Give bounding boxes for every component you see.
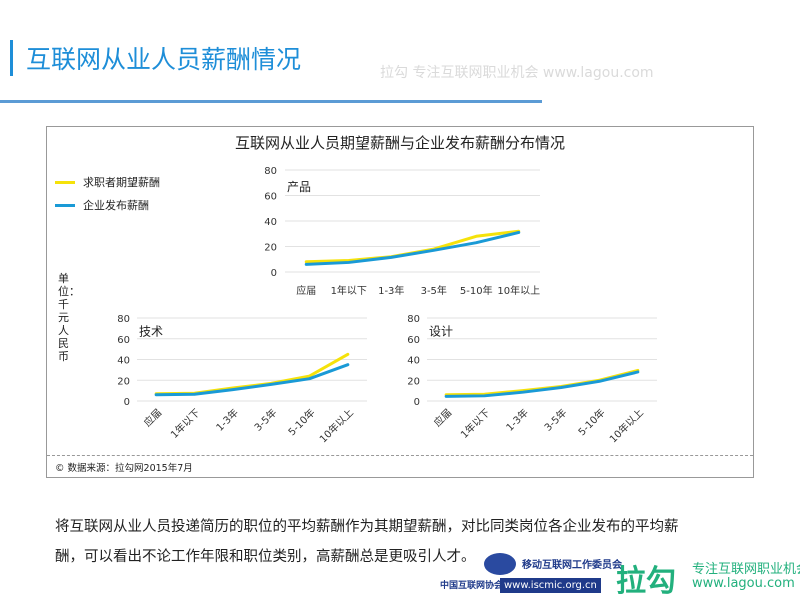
x-tick-label: 5-10年 bbox=[575, 406, 607, 438]
legend-item-expected: 求职者期望薪酬 bbox=[55, 174, 160, 190]
x-tick-label: 1年以下 bbox=[168, 406, 203, 441]
y-tick-label: 80 bbox=[407, 314, 420, 325]
x-tick-label: 3-5年 bbox=[251, 406, 279, 434]
y-tick-label: 0 bbox=[124, 397, 130, 408]
y-tick-label: 80 bbox=[117, 314, 130, 325]
data-point bbox=[599, 380, 600, 382]
isc-logo-icon bbox=[484, 553, 516, 575]
chart-frame bbox=[46, 126, 754, 478]
chart-title: 互联网从业人员期望薪酬与企业发布薪酬分布情况 bbox=[234, 134, 565, 152]
title-divider bbox=[0, 100, 542, 103]
x-tick-label: 应届 bbox=[296, 284, 316, 297]
x-tick-label: 10年以上 bbox=[497, 284, 540, 297]
x-tick-label: 1-3年 bbox=[213, 406, 241, 434]
series-line-published bbox=[444, 370, 640, 398]
page-title: 互联网从业人员薪酬情况 bbox=[26, 45, 302, 74]
x-tick-label: 3-5年 bbox=[421, 284, 447, 297]
data-point bbox=[348, 260, 350, 262]
data-point bbox=[155, 394, 157, 396]
legend-swatch bbox=[55, 180, 75, 184]
x-tick-label: 应届 bbox=[431, 406, 454, 429]
isc-name: 中国互联网协会 bbox=[440, 581, 504, 591]
lagou-slogan: 专注互联网职业机会 bbox=[692, 562, 800, 577]
x-tick-label: 应届 bbox=[141, 406, 164, 429]
y-tick-label: 80 bbox=[264, 166, 277, 177]
y-tick-label: 20 bbox=[407, 376, 420, 387]
data-point bbox=[270, 383, 272, 385]
x-tick-label: 10年以上 bbox=[317, 406, 356, 445]
x-tick-label: 1-3年 bbox=[503, 406, 531, 434]
legend-swatch bbox=[55, 203, 75, 207]
data-point bbox=[305, 261, 307, 263]
y-tick-label: 60 bbox=[117, 335, 130, 346]
source-divider bbox=[47, 455, 753, 456]
data-point bbox=[232, 389, 234, 391]
iscmic-name: 移动互联网工作委员会 bbox=[522, 560, 622, 571]
data-point bbox=[484, 395, 485, 397]
y-tick-label: 60 bbox=[407, 335, 420, 346]
watermark: 拉勾 专注互联网职业机会 www.lagou.com bbox=[380, 65, 654, 81]
y-tick-label: 20 bbox=[264, 243, 277, 254]
y-tick-label: 20 bbox=[117, 376, 130, 387]
data-point bbox=[194, 393, 195, 395]
data-point bbox=[348, 261, 350, 263]
x-tick-label: 3-5年 bbox=[541, 406, 569, 434]
data-point bbox=[475, 235, 477, 237]
panel-title: 设计 bbox=[429, 325, 453, 339]
data-point bbox=[309, 378, 310, 380]
data-point bbox=[522, 391, 524, 393]
x-tick-label: 1年以下 bbox=[458, 406, 493, 441]
x-tick-label: 5-10年 bbox=[460, 284, 493, 297]
data-point bbox=[637, 371, 639, 373]
lagou-logo: 拉勾 bbox=[616, 564, 676, 599]
x-tick-label: 5-10年 bbox=[285, 406, 317, 438]
series-line-published bbox=[304, 230, 521, 266]
x-tick-label: 1年以下 bbox=[331, 284, 367, 297]
data-point bbox=[518, 231, 520, 233]
y-tick-label: 40 bbox=[407, 356, 420, 367]
panel-title: 产品 bbox=[287, 180, 311, 194]
data-point bbox=[305, 263, 307, 265]
y-tick-label: 40 bbox=[264, 217, 277, 228]
data-point bbox=[390, 256, 392, 258]
data-point bbox=[433, 249, 435, 251]
data-source: © 数据来源：拉勾网2015年7月 bbox=[55, 463, 193, 474]
legend-item-published: 企业发布薪酬 bbox=[55, 197, 149, 213]
title-accent-bar bbox=[10, 40, 13, 76]
series-line-published bbox=[154, 363, 350, 397]
data-point bbox=[347, 353, 349, 355]
iscmic-url: www.iscmic.org.cn bbox=[500, 578, 601, 593]
body-text-line2: 酬，可以看出不论工作年限和职位类别，高薪酬总是更吸引人才。 bbox=[55, 549, 476, 565]
panel-title: 技术 bbox=[139, 325, 163, 339]
data-point bbox=[560, 387, 562, 389]
y-tick-label: 0 bbox=[271, 268, 277, 279]
x-tick-label: 1-3年 bbox=[378, 284, 404, 297]
x-tick-label: 10年以上 bbox=[607, 406, 646, 445]
y-tick-label: 40 bbox=[117, 356, 130, 367]
data-point bbox=[309, 375, 310, 377]
legend-label: 企业发布薪酬 bbox=[83, 199, 149, 212]
data-point bbox=[445, 395, 447, 397]
data-point bbox=[475, 242, 477, 244]
lagou-url[interactable]: www.lagou.com bbox=[692, 576, 795, 591]
y-tick-label: 0 bbox=[414, 397, 420, 408]
body-text-line1: 将互联网从业人员投递简历的职位的平均薪酬作为其期望薪酬，对比同类岗位各企业发布的… bbox=[55, 519, 679, 535]
data-point bbox=[347, 364, 349, 366]
y-tick-label: 60 bbox=[264, 192, 277, 203]
legend-label: 求职者期望薪酬 bbox=[83, 176, 160, 189]
